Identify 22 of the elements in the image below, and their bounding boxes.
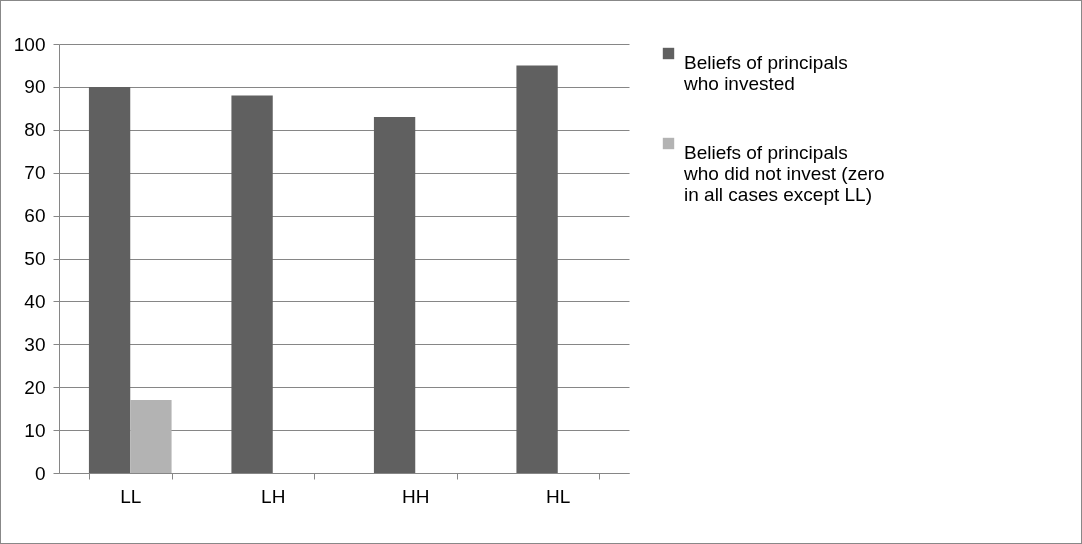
bar [373, 116, 416, 473]
legend-label: Beliefs of principals who did not invest (zero in all cases except LL) [683, 141, 885, 205]
x-tick-label: HL [546, 485, 571, 507]
y-tick-label: 0 [34, 462, 46, 484]
bar [130, 400, 172, 473]
x-tick-label: LH [261, 485, 286, 507]
y-tick-label: 80 [24, 119, 46, 141]
bar [516, 65, 558, 473]
x-tick-label: HH [402, 485, 430, 507]
y-tick-label: 70 [24, 162, 46, 184]
y-tick-label: 90 [24, 76, 46, 98]
legend-label: Beliefs of principals who invested [683, 51, 848, 94]
y-tick-label: 50 [24, 248, 46, 269]
bar [88, 86, 131, 473]
x-tick-label: LL [120, 485, 142, 507]
y-tick-label: 10 [24, 419, 46, 441]
y-tick-label: 20 [24, 376, 46, 398]
bar [231, 95, 273, 473]
y-tick-label: 30 [24, 333, 46, 355]
y-tick-label: 100 [13, 33, 46, 55]
y-tick-label: 60 [24, 205, 46, 227]
y-tick-label: 40 [24, 290, 46, 312]
